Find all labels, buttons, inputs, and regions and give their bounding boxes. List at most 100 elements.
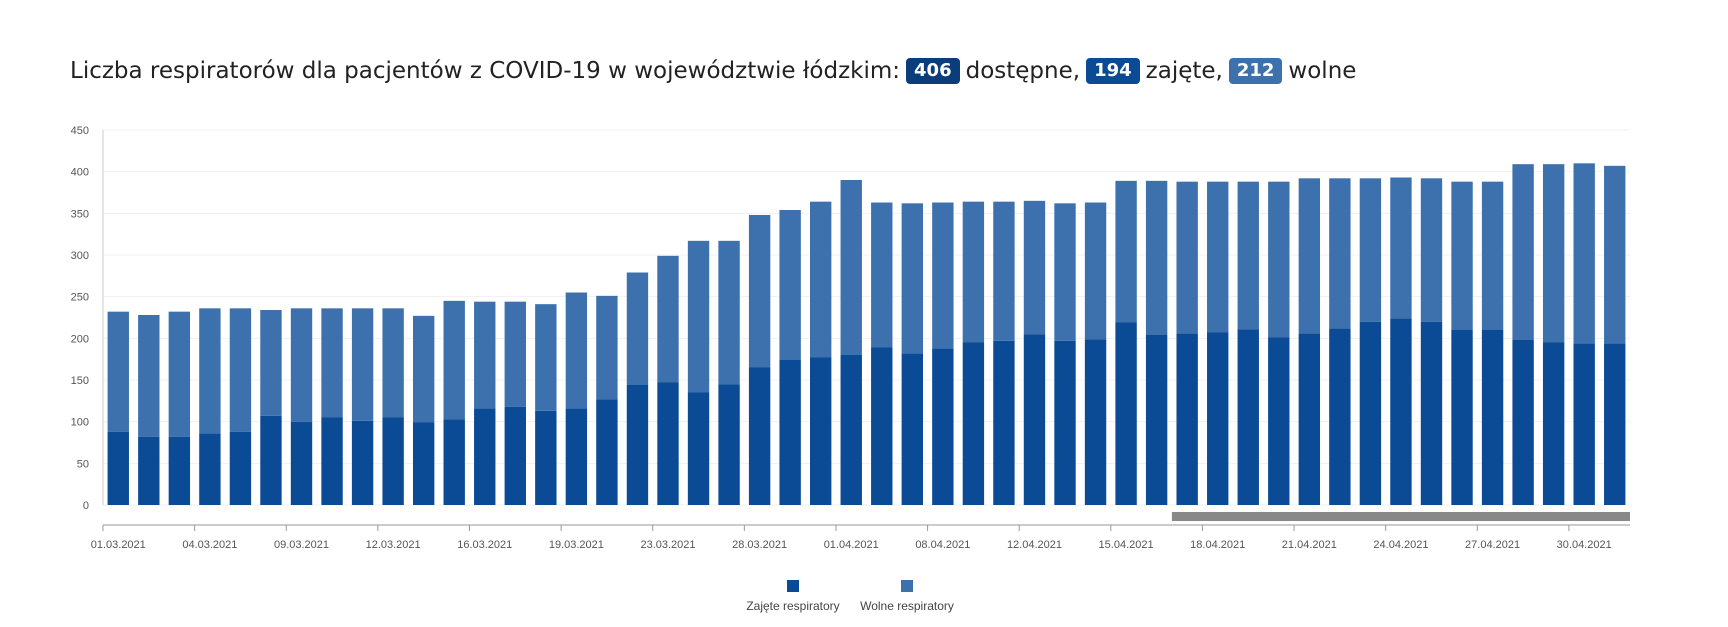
bar-free — [1451, 181, 1473, 330]
x-tick-label: 19.03.2021 — [549, 539, 604, 551]
bar-free — [1176, 181, 1198, 334]
bar-free — [871, 202, 893, 348]
bar-free — [535, 304, 557, 411]
x-tick-label: 15.04.2021 — [1099, 539, 1154, 551]
scrollbar-thumb[interactable] — [1171, 512, 1630, 521]
bar-free — [1481, 181, 1504, 330]
bar-occupied — [1359, 321, 1382, 505]
bar-occupied — [810, 357, 832, 505]
bar-occupied — [718, 384, 740, 505]
bar-free — [1420, 178, 1443, 322]
bar-occupied — [932, 348, 954, 505]
legend-swatch — [787, 580, 799, 592]
bar-occupied — [1420, 321, 1443, 505]
bar-occupied — [1268, 337, 1290, 505]
bar-free — [718, 240, 740, 385]
y-tick-label: 150 — [71, 375, 89, 387]
bar-occupied — [993, 340, 1015, 505]
bar-occupied — [1145, 335, 1168, 505]
bar-free — [1329, 178, 1351, 329]
available-label: dostępne, — [965, 58, 1081, 84]
chart-scrollbar[interactable] — [1171, 512, 1630, 521]
legend: Zajęte respiratory Wolne respiratory — [746, 580, 954, 613]
free-label: wolne — [1288, 58, 1357, 84]
bar-free — [1237, 181, 1259, 330]
bar-occupied — [260, 415, 282, 505]
bar-free — [748, 215, 771, 368]
bar-free — [1268, 181, 1290, 338]
bar-free — [321, 308, 343, 418]
bar-occupied — [107, 431, 129, 505]
y-tick-label: 50 — [77, 458, 89, 470]
bar-free — [412, 315, 435, 423]
bar-occupied — [321, 417, 343, 505]
bar-occupied — [443, 419, 465, 505]
bar-occupied — [1176, 333, 1198, 505]
bar-free — [443, 300, 465, 420]
x-tick-label: 01.03.2021 — [91, 539, 146, 551]
x-tick-label: 04.03.2021 — [182, 539, 237, 551]
bar-free — [1207, 181, 1229, 333]
bar-free — [229, 308, 252, 432]
occupied-label: zajęte, — [1145, 58, 1223, 84]
x-tick-label: 21.04.2021 — [1282, 539, 1337, 551]
bar-free — [199, 308, 221, 434]
x-tick-label: 28.03.2021 — [732, 539, 787, 551]
bar-occupied — [1207, 332, 1229, 505]
bar-free — [687, 240, 710, 393]
bar-occupied — [748, 367, 771, 505]
bar-occupied — [1237, 329, 1259, 505]
bar-occupied — [229, 431, 252, 505]
bar-occupied — [199, 433, 221, 505]
bar-occupied — [1084, 339, 1107, 505]
bar-free — [810, 201, 832, 358]
legend-label: Wolne respiratory — [860, 599, 954, 613]
bar-occupied — [687, 392, 710, 505]
x-tick-label: 16.03.2021 — [457, 539, 512, 551]
bar-free — [779, 210, 801, 360]
bar-occupied — [1054, 340, 1076, 505]
x-tick-label: 24.04.2021 — [1373, 539, 1428, 551]
y-tick-label: 300 — [71, 250, 89, 262]
bar-occupied — [382, 417, 404, 505]
legend-swatch — [901, 580, 913, 592]
y-tick-label: 250 — [71, 292, 89, 304]
x-axis: 01.03.2021 04.03.2021 09.03.2021 12.03.2021… — [91, 524, 1630, 551]
bar-occupied — [779, 360, 801, 505]
bar-occupied — [1542, 342, 1565, 505]
bar-occupied — [1512, 340, 1534, 505]
y-tick-label: 350 — [71, 208, 89, 220]
x-tick-label: 12.03.2021 — [366, 539, 421, 551]
bar-occupied — [1573, 343, 1595, 505]
x-tick-label: 30.04.2021 — [1557, 539, 1612, 551]
bar-occupied — [412, 422, 435, 505]
bar-free — [138, 315, 160, 437]
x-tick-label: 08.04.2021 — [915, 539, 970, 551]
bar-free — [1298, 178, 1321, 334]
bar-free — [1512, 164, 1534, 340]
bar-free — [260, 310, 282, 416]
y-tick-label: 200 — [71, 333, 89, 345]
bar-occupied — [351, 420, 374, 505]
x-tick-label: 09.03.2021 — [274, 539, 329, 551]
bar-occupied — [535, 410, 557, 505]
bar-occupied — [168, 436, 191, 505]
bar-free — [168, 311, 191, 437]
bars — [107, 163, 1626, 505]
bar-free — [1145, 180, 1168, 335]
bar-free — [474, 301, 496, 409]
bar-free — [901, 203, 923, 354]
bar-free — [290, 308, 313, 422]
bar-free — [504, 301, 526, 407]
x-tick-label: 12.04.2021 — [1007, 539, 1062, 551]
chart-title: Liczba respiratorów dla pacjentów z COVI… — [70, 58, 1362, 84]
bar-occupied — [657, 382, 679, 505]
y-axis: 0 50 100 150 200 250 300 350 400 450 — [71, 125, 104, 512]
y-tick-label: 400 — [71, 167, 89, 179]
bar-occupied — [1604, 343, 1626, 505]
x-tick-label: 23.03.2021 — [640, 539, 695, 551]
y-tick-label: 100 — [71, 417, 89, 429]
bar-free — [565, 292, 588, 409]
bar-occupied — [901, 353, 923, 505]
